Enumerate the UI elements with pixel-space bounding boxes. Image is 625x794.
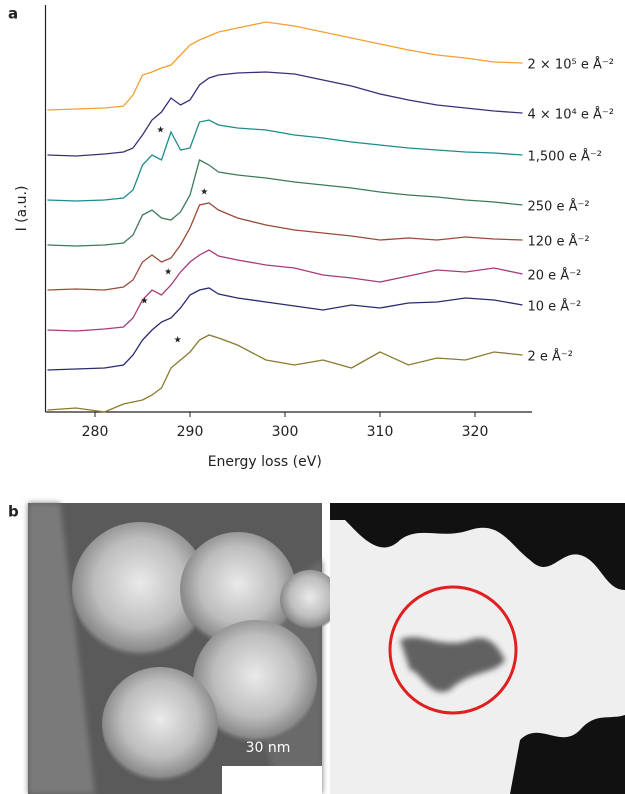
scale-bar-label: 30 nm	[246, 740, 291, 756]
series-label: 1,500 e Å⁻²	[528, 149, 602, 165]
panel-label: b	[8, 503, 19, 521]
spectrum-line	[47, 249, 523, 332]
spectrum-line	[47, 21, 523, 111]
spectrum-line	[47, 119, 523, 202]
peak-marker: ★	[174, 336, 182, 346]
spectrum-line	[47, 334, 523, 413]
stem-image: 30 nm	[28, 503, 340, 794]
series-label: 2 e Å⁻²	[528, 349, 574, 365]
x-axis-label: Energy loss (eV)	[208, 454, 322, 470]
x-tick-label: 280	[82, 424, 109, 440]
x-tick-label: 300	[272, 424, 299, 440]
x-tick-label: 320	[462, 424, 489, 440]
y-axis-label: I (a.u.)	[14, 186, 30, 232]
series-label: 20 e Å⁻²	[528, 268, 582, 284]
mask-image	[330, 503, 625, 794]
spectrum-line	[47, 202, 523, 291]
series-label: 10 e Å⁻²	[528, 299, 582, 315]
series-label: 2 × 10⁵ e Å⁻²	[528, 57, 614, 73]
peak-marker: ★	[140, 297, 148, 307]
peak-marker: ★	[164, 268, 172, 278]
spectrum-line	[47, 159, 523, 247]
peak-marker: ★	[157, 126, 165, 136]
spectrum-line	[47, 287, 523, 371]
spectrum-line	[47, 71, 523, 157]
peak-marker: ★	[200, 188, 208, 198]
series-label: 250 e Å⁻²	[528, 199, 590, 215]
panel-label: a	[8, 5, 18, 23]
x-tick-label: 290	[177, 424, 204, 440]
series-label: 120 e Å⁻²	[528, 234, 590, 250]
spectra-chart: 280 290 300 310 320 Energy loss (eV) I (a.u.) 2…	[14, 5, 614, 470]
series-label: 4 × 10⁴ e Å⁻²	[528, 107, 614, 123]
x-tick-label: 310	[367, 424, 394, 440]
